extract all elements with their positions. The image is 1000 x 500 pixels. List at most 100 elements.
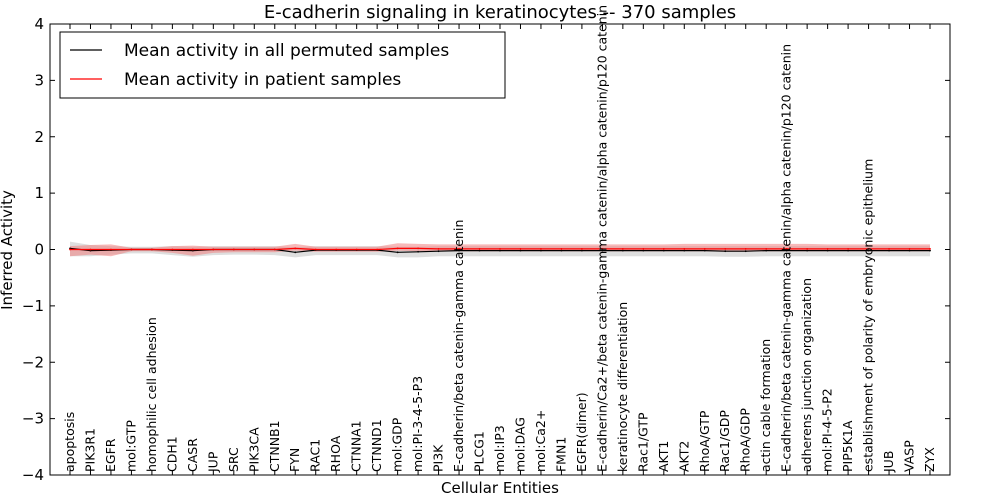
x-tick-label: CTNND1 xyxy=(369,419,384,472)
point-series-1-1 xyxy=(89,248,92,251)
point-series-1-33 xyxy=(744,248,747,250)
point-series-0-17 xyxy=(417,250,419,253)
point-series-0-35 xyxy=(785,249,788,252)
point-series-0-25 xyxy=(581,249,583,252)
point-series-0-36 xyxy=(806,249,809,252)
x-tick-label: PLCG1 xyxy=(472,431,487,472)
x-tick-label: adherens junction organization xyxy=(799,278,814,472)
point-series-0-29 xyxy=(662,249,665,252)
series-lines xyxy=(69,247,931,254)
x-tick-label: ZYX xyxy=(922,447,937,472)
point-series-1-5 xyxy=(171,248,174,251)
x-tick-label: PI3K xyxy=(431,444,446,472)
x-tick-label: Rac1/GTP xyxy=(635,412,650,472)
point-series-1-22 xyxy=(519,248,522,250)
legend: Mean activity in all permuted samples Mea… xyxy=(59,31,506,99)
y-tick-label: −1 xyxy=(22,297,44,315)
y-tick-label: 1 xyxy=(34,184,44,202)
point-series-1-32 xyxy=(724,248,727,250)
point-series-0-16 xyxy=(396,251,399,254)
x-tick-label: RhoA/GDP xyxy=(738,408,753,472)
y-tick-label: −4 xyxy=(22,466,44,484)
point-series-0-24 xyxy=(560,249,563,252)
chart-title: E-cadherin signaling in keratinocytes --… xyxy=(264,2,736,23)
y-tick-label: −3 xyxy=(22,410,44,428)
point-series-0-33 xyxy=(744,250,747,253)
point-series-1-24 xyxy=(560,248,563,250)
x-tick-label: SRC xyxy=(226,447,241,472)
x-tick-label: FMN1 xyxy=(553,437,568,472)
x-axis: apoptosis PIK3R1 EGFR mol:GTP homophilic cel… xyxy=(62,5,937,475)
y-tick-label: 2 xyxy=(34,128,44,146)
point-series-1-11 xyxy=(294,247,297,250)
point-series-1-9 xyxy=(253,248,256,251)
point-series-0-22 xyxy=(519,249,522,252)
point-series-0-26 xyxy=(601,249,604,252)
x-tick-label: E-cadherin/Ca2+/beta catenin-gamma caten… xyxy=(594,5,609,472)
x-tick-label: EGFR xyxy=(103,438,118,472)
x-tick-label: mol:GTP xyxy=(123,420,138,472)
x-tick-label: RhoA/GTP xyxy=(697,410,712,472)
x-tick-label: CDH1 xyxy=(164,436,179,472)
point-series-1-19 xyxy=(458,248,460,250)
x-tick-label: E-cadherin/beta catenin-gamma catenin xyxy=(451,220,466,472)
point-series-1-25 xyxy=(581,248,583,250)
point-series-1-14 xyxy=(355,248,358,251)
point-series-1-21 xyxy=(499,248,501,250)
point-series-0-27 xyxy=(621,249,624,252)
point-series-0-37 xyxy=(826,249,829,252)
point-series-1-6 xyxy=(191,248,194,251)
x-tick-label: CASR xyxy=(185,438,200,472)
point-series-1-31 xyxy=(703,248,706,250)
y-tick-label: −2 xyxy=(22,353,44,371)
legend-label-0: Mean activity in all permuted samples xyxy=(124,41,449,61)
point-series-1-34 xyxy=(765,248,768,250)
point-series-0-21 xyxy=(499,249,501,252)
x-tick-label: PIK3R1 xyxy=(82,428,97,472)
x-tick-label: CTNNA1 xyxy=(349,420,364,472)
point-series-0-23 xyxy=(540,249,542,252)
point-series-1-39 xyxy=(867,248,870,250)
point-series-0-39 xyxy=(867,249,870,252)
x-tick-label: establishment of polarity of embryonic e… xyxy=(861,159,876,472)
x-tick-label: PIK3CA xyxy=(246,427,261,472)
x-tick-label: JUP xyxy=(205,451,220,473)
point-series-0-18 xyxy=(437,250,440,253)
y-axis-label: Inferred Activity xyxy=(0,190,16,310)
x-tick-label: mol:IP3 xyxy=(492,425,507,472)
legend-label-1: Mean activity in patient samples xyxy=(124,70,401,90)
point-series-1-28 xyxy=(642,248,645,250)
point-series-1-20 xyxy=(478,248,481,250)
point-series-1-10 xyxy=(273,248,276,251)
x-tick-label: CTNNB1 xyxy=(267,420,282,472)
y-tick-label: 0 xyxy=(34,241,44,259)
x-tick-label: VASP xyxy=(902,440,917,472)
point-series-0-19 xyxy=(458,249,460,252)
x-tick-label: mol:GDP xyxy=(390,417,405,472)
point-series-0-11 xyxy=(294,251,297,254)
y-tick-label: 3 xyxy=(34,71,44,89)
x-tick-label: RAC1 xyxy=(308,439,323,472)
point-series-1-18 xyxy=(437,248,440,250)
point-series-1-15 xyxy=(376,248,379,251)
x-tick-label: mol:PI-3-4-5-P3 xyxy=(410,376,425,472)
point-series-0-34 xyxy=(765,249,768,252)
point-series-1-29 xyxy=(662,248,665,250)
point-series-1-0 xyxy=(69,248,71,251)
x-tick-label: FYN xyxy=(287,448,302,472)
x-tick-label: actin cable formation xyxy=(758,339,773,472)
point-series-1-27 xyxy=(621,248,624,250)
x-tick-label: homophilic cell adhesion xyxy=(144,317,159,472)
point-series-0-38 xyxy=(847,249,849,252)
point-series-1-36 xyxy=(806,248,809,250)
point-series-1-8 xyxy=(232,248,235,251)
x-tick-label: keratinocyte differentiation xyxy=(615,302,630,472)
point-series-1-2 xyxy=(110,248,112,251)
point-series-1-4 xyxy=(151,248,153,251)
point-series-1-13 xyxy=(335,248,338,251)
point-series-1-35 xyxy=(785,248,788,250)
point-series-1-7 xyxy=(212,248,215,251)
point-series-1-40 xyxy=(888,248,890,250)
point-series-0-30 xyxy=(683,249,686,252)
